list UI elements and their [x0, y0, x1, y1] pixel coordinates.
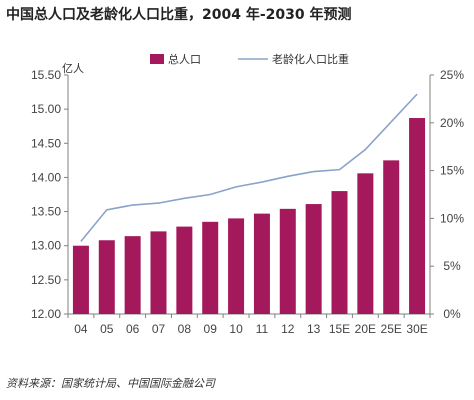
- left-tick-label: 14.00: [31, 170, 61, 184]
- x-tick-label: 12: [281, 322, 295, 336]
- chart-title: 中国总人口及老龄化人口比重，2004 年-2030 年预测: [6, 7, 352, 23]
- bar-total-population: [331, 191, 348, 314]
- x-tick-label: 11: [256, 322, 269, 336]
- bar-total-population: [279, 208, 296, 314]
- right-tick-label: 20%: [440, 116, 464, 130]
- bar-total-population: [305, 204, 322, 314]
- bar-total-population: [202, 221, 219, 314]
- right-tick-label: 0%: [443, 307, 461, 321]
- right-tick-label: 25%: [440, 68, 464, 82]
- bar-total-population: [72, 245, 89, 314]
- right-tick-label: 5%: [443, 259, 461, 273]
- left-tick-label: 12.00: [31, 307, 61, 321]
- x-tick-label: 25E: [381, 322, 402, 336]
- left-tick-label: 14.50: [31, 136, 61, 150]
- bar-total-population: [228, 218, 245, 314]
- source-note: 资料来源：国家统计局、中国国际金融公司: [6, 377, 215, 390]
- left-tick-label: 13.50: [31, 205, 61, 219]
- x-tick-label: 30E: [406, 322, 427, 336]
- x-tick-label: 10: [229, 322, 243, 336]
- legend-label-bar: 总人口: [168, 52, 201, 66]
- right-tick-label: 15%: [440, 164, 464, 178]
- left-tick-label: 15.00: [31, 102, 61, 116]
- x-tick-label: 15E: [329, 322, 350, 336]
- line-aging-ratio: [80, 93, 418, 242]
- bar-total-population: [124, 236, 141, 314]
- legend-swatch-bar: [150, 54, 164, 64]
- x-tick-label: 05: [100, 322, 114, 336]
- legend-label-line: 老龄化人口比重: [272, 52, 349, 66]
- bar-total-population: [176, 226, 193, 314]
- bar-total-population: [357, 173, 374, 314]
- bar-total-population: [253, 213, 270, 314]
- bar-total-population: [409, 118, 426, 315]
- left-tick-label: 15.50: [31, 68, 61, 82]
- bar-total-population: [150, 231, 167, 314]
- left-tick-label: 13.00: [31, 239, 61, 253]
- x-tick-label: 08: [178, 322, 192, 336]
- left-axis-unit: 亿人: [62, 62, 84, 75]
- bar-total-population: [383, 160, 400, 314]
- bar-total-population: [98, 240, 115, 314]
- x-tick-label: 06: [126, 322, 140, 336]
- right-tick-label: 10%: [440, 211, 464, 225]
- left-tick-label: 12.50: [31, 273, 61, 287]
- x-tick-label: 07: [152, 322, 166, 336]
- x-tick-label: 13: [307, 322, 321, 336]
- x-tick-label: 04: [74, 322, 88, 336]
- x-tick-label: 09: [204, 322, 218, 336]
- x-tick-label: 20E: [355, 322, 376, 336]
